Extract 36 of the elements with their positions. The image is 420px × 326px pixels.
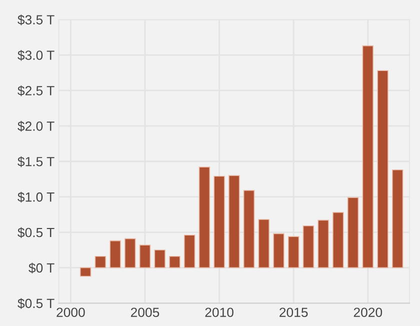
bar: [288, 236, 300, 268]
x-tick-label: 2020: [354, 308, 382, 318]
bar: [184, 234, 196, 268]
bar: [228, 175, 240, 268]
bar: [154, 250, 166, 268]
y-tick-label: $2.0 T: [18, 120, 54, 132]
bar: [347, 197, 359, 268]
y-tick-label: $0.5 T: [18, 298, 54, 309]
bar: [332, 212, 344, 268]
y-tick-label: $3.5 T: [18, 14, 54, 26]
bar: [110, 240, 121, 268]
y-tick-label: $1.0 T: [18, 192, 54, 203]
bar: [198, 166, 210, 268]
y-tick-label: $3.0 T: [18, 50, 54, 61]
bar: [392, 169, 404, 268]
x-tick-label: 2015: [280, 308, 308, 318]
bar: [243, 190, 255, 268]
bar: [362, 45, 374, 268]
x-tick-label: 2000: [56, 308, 85, 318]
bar: [377, 70, 388, 268]
x-tick-label: 2005: [130, 308, 160, 318]
bar: [302, 225, 314, 268]
bar: [318, 220, 329, 268]
y-tick-label: $0 T: [28, 262, 54, 274]
bar: [273, 233, 284, 268]
bar: [80, 267, 92, 277]
bar: [258, 219, 270, 268]
bar: [124, 238, 136, 268]
y-tick-label: $2.5 T: [18, 85, 54, 96]
bar: [139, 244, 151, 268]
y-tick-label: $0.5 T: [18, 227, 54, 238]
x-tick-label: 2010: [205, 308, 234, 318]
bar: [169, 256, 180, 268]
y-tick-label: $1.5 T: [18, 156, 54, 168]
bar: [94, 256, 106, 268]
bar: [214, 176, 225, 268]
